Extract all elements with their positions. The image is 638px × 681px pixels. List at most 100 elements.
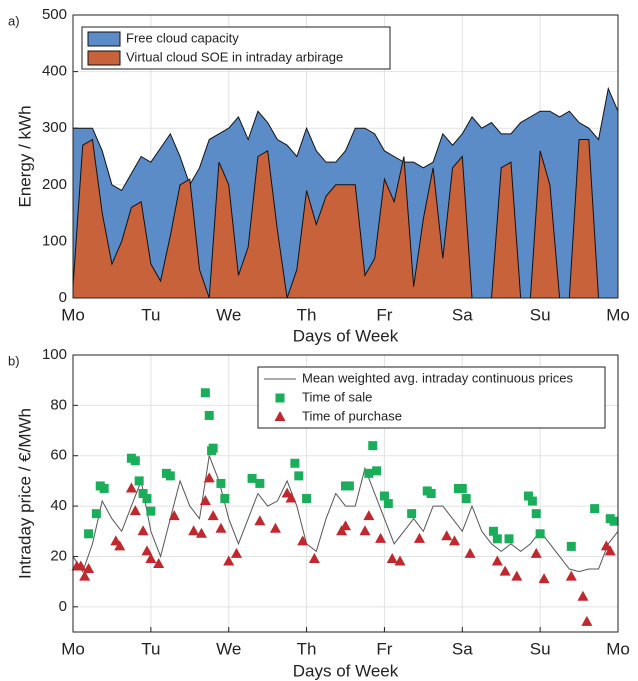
y-tick-label: 100 [42, 232, 67, 249]
purchase-marker [215, 522, 227, 533]
x-tick-label: Mo [61, 305, 85, 324]
x-tick-label: Su [530, 305, 551, 324]
sale-marker [146, 506, 156, 516]
plot-frame [72, 14, 619, 299]
purchase-marker [340, 520, 351, 531]
sale-marker [504, 534, 514, 544]
purchase-marker [441, 530, 453, 541]
purchase-marker [274, 411, 286, 421]
x-tick-label: Fr [376, 305, 392, 324]
sale-marker [134, 476, 144, 486]
sale-marker [379, 491, 389, 501]
purchase-marker [538, 573, 550, 584]
purchase-marker [168, 510, 180, 521]
sale-marker [566, 541, 576, 551]
purchase-marker [203, 472, 215, 483]
sale-marker [220, 494, 230, 504]
sale-marker [138, 489, 148, 498]
legend-box [257, 366, 606, 429]
sale-marker [457, 483, 467, 493]
purchase-marker [145, 552, 157, 563]
y-tick-label: 0 [59, 289, 67, 306]
sale-marker [523, 491, 533, 501]
panel-label: a) [8, 13, 20, 28]
x-tick-label: We [216, 305, 241, 324]
x-tick-label: Tu [141, 639, 160, 658]
legend-label: Virtual cloud SOE in intraday arbirage [126, 49, 343, 64]
y-tick-label: 100 [42, 346, 67, 363]
purchase-marker [386, 552, 398, 563]
x-tick-label: Mo [61, 639, 85, 658]
y-tick-label: 300 [42, 119, 67, 136]
sale-marker [216, 478, 226, 488]
y-tick-label: 500 [42, 6, 67, 23]
sale-marker [204, 410, 214, 420]
purchase-marker [297, 535, 309, 546]
purchase-marker [285, 492, 297, 503]
sale-marker [302, 494, 312, 504]
x-axis-label: Days of Week [293, 661, 399, 680]
purchase-marker [269, 522, 281, 533]
purchase-marker [375, 532, 387, 543]
sale-marker [590, 504, 600, 514]
y-tick-label: 40 [50, 497, 67, 514]
sale-marker [527, 496, 537, 506]
purchase-marker [137, 525, 149, 536]
x-tick-label: Mo [606, 305, 630, 324]
plot-frame [72, 354, 619, 633]
sale-marker [130, 456, 140, 466]
purchase-marker [359, 525, 371, 536]
purchase-marker [129, 505, 141, 516]
purchase-marker [336, 525, 348, 536]
sale-marker [488, 526, 498, 536]
purchase-marker [125, 482, 137, 493]
purchase-marker [207, 510, 219, 521]
legend-label: Mean weighted avg. intraday continuous p… [302, 370, 573, 385]
purchase-marker [231, 547, 242, 558]
sale-marker [91, 509, 101, 519]
legend-swatch [87, 50, 121, 66]
sale-marker [426, 489, 436, 498]
purchase-marker [530, 547, 542, 558]
purchase-marker [195, 527, 207, 538]
purchase-marker [363, 510, 375, 521]
x-tick-label: Tu [141, 305, 160, 324]
x-tick-label: Su [530, 639, 551, 658]
sale-marker [142, 494, 152, 504]
purchase-marker [449, 535, 460, 546]
purchase-marker [604, 545, 616, 556]
legend-swatch [87, 31, 121, 47]
purchase-marker [199, 495, 211, 506]
area [72, 138, 618, 299]
sale-marker [372, 466, 382, 476]
y-tick-label: 400 [42, 63, 67, 80]
purchase-marker [394, 555, 406, 566]
legend-label: Free cloud capacity [126, 30, 239, 45]
purchase-marker [254, 515, 266, 526]
legend-label: Time of sale [302, 389, 372, 404]
sale-marker [99, 483, 109, 493]
y-tick-label: 20 [50, 547, 67, 564]
legend-box [81, 26, 391, 70]
y-tick-label: 80 [50, 396, 67, 413]
sale-marker [492, 534, 502, 544]
sale-marker [368, 441, 378, 451]
sale-marker [165, 471, 175, 481]
purchase-marker [188, 525, 200, 536]
panel-label: b) [8, 353, 20, 368]
purchase-marker [114, 540, 126, 551]
purchase-marker [79, 570, 91, 581]
sale-marker [535, 529, 545, 539]
y-axis-label: Intraday price / €/MWh [15, 408, 34, 579]
purchase-marker [511, 570, 523, 581]
sale-marker [255, 478, 265, 488]
sale-marker [531, 509, 541, 519]
legend-label: Time of purchase [302, 408, 402, 423]
purchase-marker [577, 590, 589, 601]
purchase-marker [565, 570, 577, 581]
purchase-marker [75, 560, 87, 571]
y-tick-label: 0 [59, 598, 67, 615]
x-tick-label: Sa [452, 305, 473, 324]
sale-marker [364, 468, 374, 478]
